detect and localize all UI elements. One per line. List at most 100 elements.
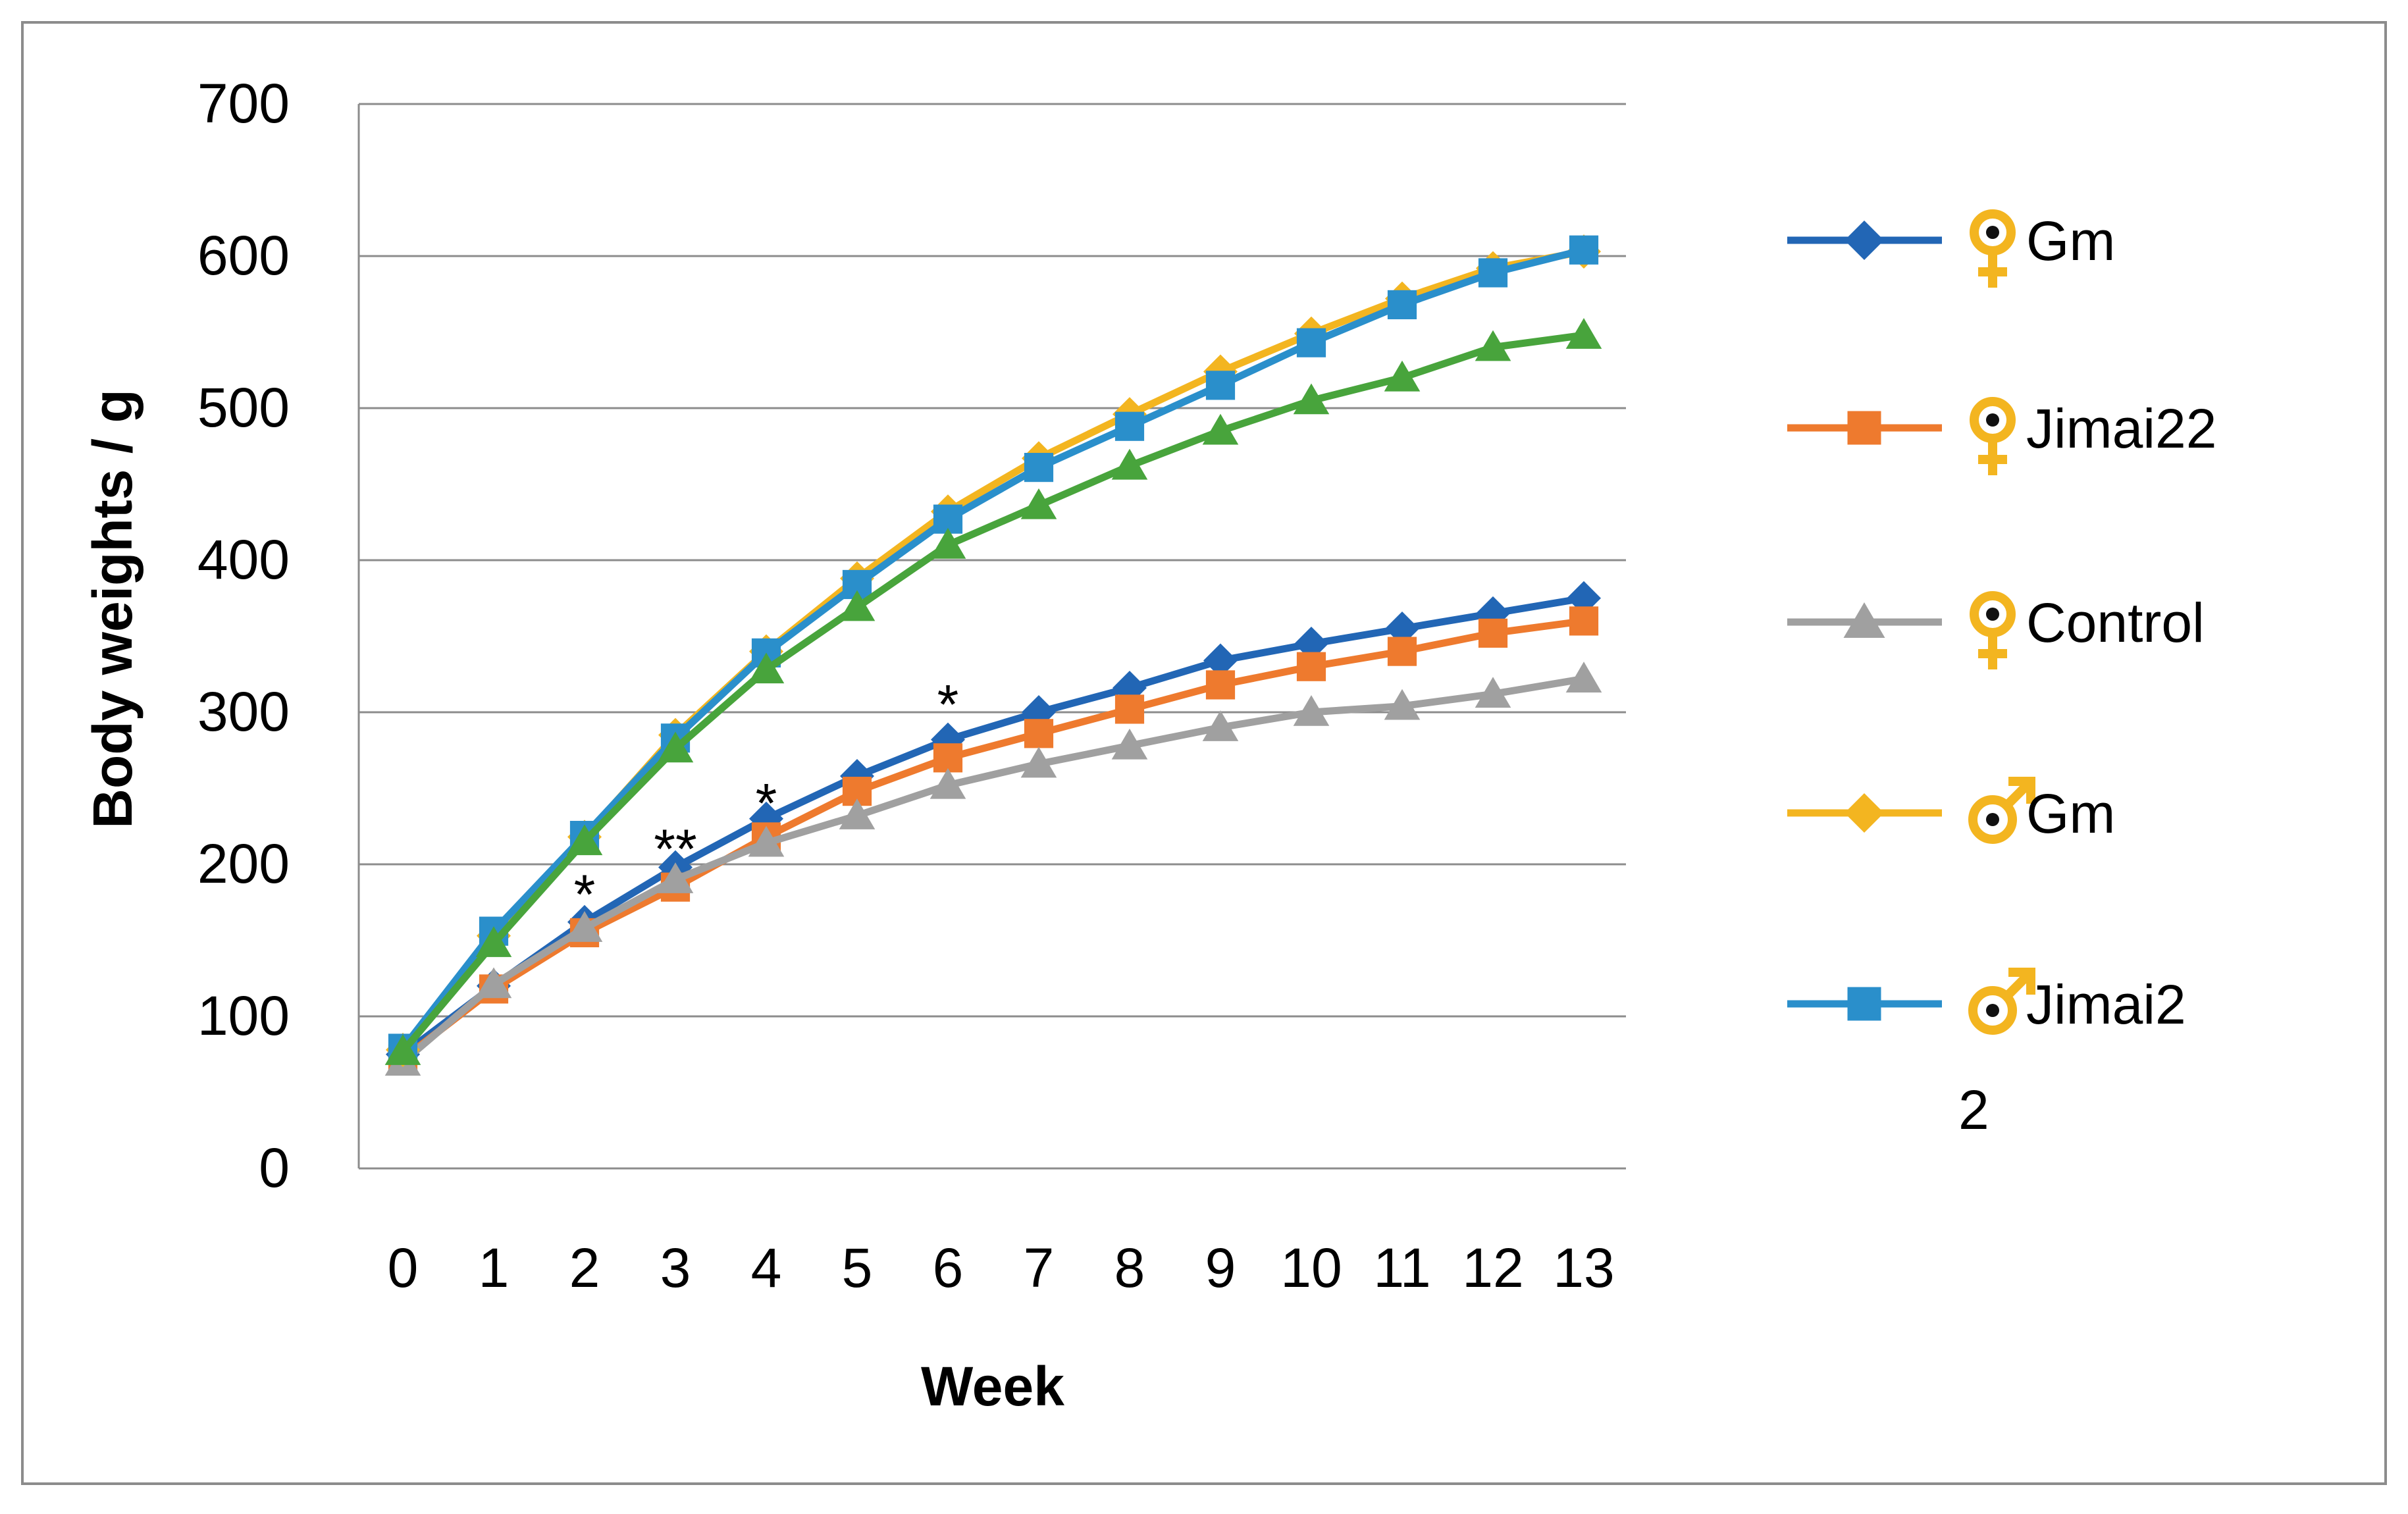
- x-tick-label: 11: [1373, 1237, 1430, 1299]
- female-symbol: [1970, 209, 2016, 255]
- data-point: [1475, 330, 1511, 361]
- x-tick-label: 2: [569, 1237, 600, 1299]
- data-point: [839, 590, 876, 621]
- x-tick-label: 13: [1553, 1237, 1614, 1299]
- legend-marker: [1847, 411, 1881, 445]
- data-point: [1293, 695, 1330, 726]
- male-symbol: [2004, 972, 2031, 999]
- data-point: [1020, 488, 1057, 519]
- series-5: [384, 318, 1602, 1065]
- data-point: [748, 825, 785, 857]
- data-point: [929, 527, 966, 559]
- data-point: [1565, 662, 1602, 692]
- data-point: [1296, 652, 1326, 681]
- data-point: [1202, 413, 1239, 445]
- y-tick-label: 700: [197, 72, 290, 134]
- data-point: [475, 926, 512, 957]
- x-tick-label: 7: [1024, 1237, 1055, 1299]
- female-symbol: [1970, 591, 2016, 637]
- data-point: [748, 652, 785, 684]
- axes: [357, 104, 1626, 1170]
- data-point: [1384, 689, 1421, 720]
- legend-marker: [1843, 602, 1885, 638]
- data-point: [1114, 411, 1145, 441]
- x-tick-label: 1: [479, 1237, 510, 1299]
- x-tick-label: 10: [1280, 1237, 1342, 1299]
- data-point: [1024, 452, 1054, 483]
- female-symbol: [1986, 608, 1999, 621]
- data-point: [1202, 710, 1239, 741]
- legend-item: Control: [1787, 591, 2205, 669]
- data-point: [657, 862, 694, 893]
- x-tick-label: 3: [660, 1237, 691, 1299]
- female-symbol: [1986, 226, 1999, 239]
- male-symbol: [2004, 781, 2031, 808]
- data-point: [1475, 677, 1511, 708]
- y-tick-label: 400: [197, 529, 290, 590]
- data-point: [933, 743, 963, 773]
- legend-marker: [1845, 793, 1884, 833]
- data-point: [1114, 694, 1145, 724]
- data-point: [929, 768, 966, 799]
- x-tick-label: 6: [933, 1237, 964, 1299]
- x-tick-labels: 0 1 2 3 4 5 6 7 8 9 10 11 12 13: [388, 1237, 1615, 1299]
- y-tick-label: 100: [197, 985, 290, 1047]
- y-tick-label: 200: [197, 833, 290, 895]
- legend-label: Gm: [2026, 210, 2115, 272]
- x-tick-label: 0: [388, 1237, 419, 1299]
- y-axis-label: Body weights / g: [82, 389, 144, 828]
- legend-marker: [1847, 987, 1881, 1021]
- legend-marker: [1845, 221, 1884, 260]
- data-point: [657, 731, 694, 763]
- significance-annotation: *: [574, 864, 596, 926]
- legend-item: Jimai22: [1787, 968, 2186, 1141]
- data-point: [1478, 258, 1508, 288]
- data-point: [1205, 371, 1236, 400]
- legend-label: Jimai2: [2026, 974, 2186, 1035]
- male-symbol: [1986, 813, 1999, 826]
- x-tick-label: 8: [1114, 1237, 1145, 1299]
- data-point: [1384, 360, 1421, 392]
- y-tick-labels: 0 100 200 300 400 500 600 700: [197, 72, 290, 1199]
- data-point: [1387, 637, 1417, 666]
- significance-annotation: *: [937, 673, 959, 735]
- series-line: [400, 331, 1584, 1054]
- female-symbol: [1970, 397, 2016, 443]
- significance-annotation: **: [654, 818, 696, 879]
- data-point: [384, 1034, 421, 1065]
- gridlines: [359, 103, 1626, 1018]
- male-symbol: [1968, 795, 2017, 844]
- legend-item: Gm: [1787, 209, 2115, 288]
- legend-label: Gm: [2026, 783, 2115, 845]
- y-tick-label: 0: [259, 1137, 290, 1199]
- data-point: [1565, 318, 1602, 349]
- data-point: [1478, 618, 1508, 648]
- series-lines: [384, 234, 1602, 1076]
- male-symbol: [2008, 777, 2035, 804]
- annotations: *****: [574, 673, 959, 926]
- y-tick-label: 500: [197, 377, 290, 438]
- data-point: [1111, 728, 1148, 760]
- x-axis-label: Week: [921, 1355, 1064, 1417]
- male-symbol: [1986, 1004, 1999, 1017]
- data-point: [1387, 290, 1417, 320]
- data-point: [1569, 606, 1599, 636]
- data-point: [1205, 670, 1236, 700]
- y-tick-label: 600: [197, 224, 290, 286]
- y-tick-label: 300: [197, 681, 290, 743]
- data-point: [1024, 719, 1054, 748]
- data-point: [1020, 746, 1057, 778]
- data-point: [1293, 383, 1330, 415]
- legend: Gm Jimai22 Control Gm Jimai22: [1787, 209, 2216, 1141]
- legend-item: Jimai22: [1787, 397, 2216, 475]
- data-point: [475, 967, 512, 999]
- series-line: [400, 675, 1584, 1065]
- series-line: [400, 246, 1585, 1051]
- significance-annotation: *: [756, 772, 777, 834]
- series-line: [400, 617, 1584, 1062]
- x-tick-label: 4: [751, 1237, 782, 1299]
- data-point: [1296, 328, 1326, 357]
- data-point: [1203, 643, 1238, 678]
